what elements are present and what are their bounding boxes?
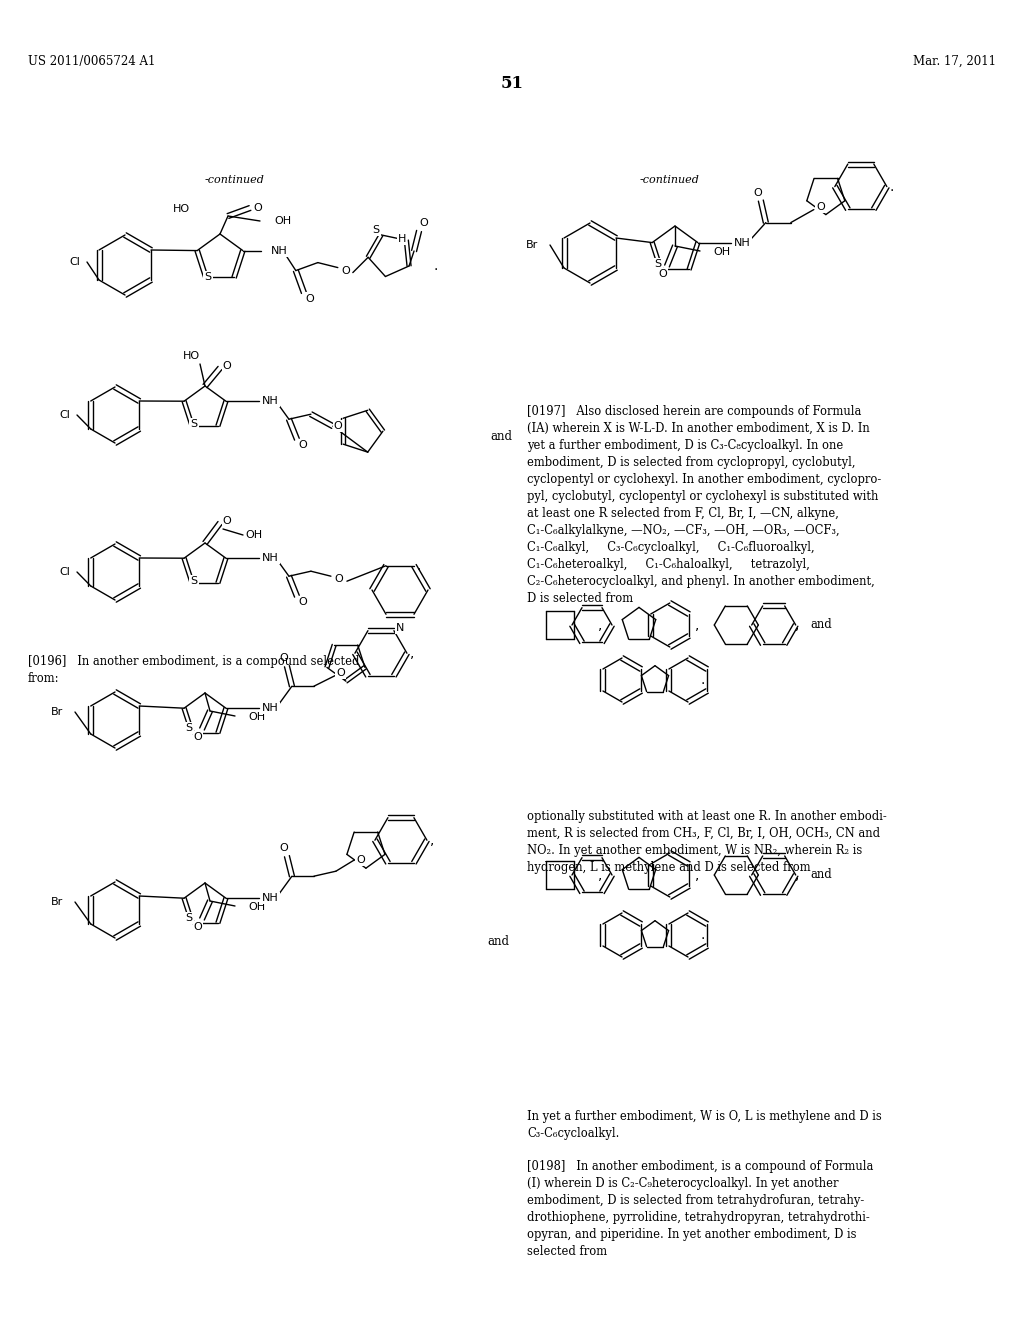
Text: HO: HO [183, 351, 200, 360]
Text: [0196]   In another embodiment, is a compound selected
from:: [0196] In another embodiment, is a compo… [28, 655, 359, 685]
Text: O: O [194, 733, 203, 742]
Text: O: O [420, 218, 428, 228]
Text: and: and [490, 430, 512, 444]
Text: and: and [810, 619, 831, 631]
Text: NH: NH [262, 894, 279, 903]
Text: O: O [334, 421, 342, 432]
Text: [0198]   In another embodiment, is a compound of Formula
(I) wherein D is C₂-C₉h: [0198] In another embodiment, is a compo… [527, 1160, 873, 1258]
Text: ,: , [695, 869, 699, 882]
Text: ,: , [695, 618, 699, 632]
Text: H: H [398, 234, 407, 244]
Text: NH: NH [262, 553, 279, 564]
Text: O: O [305, 293, 314, 304]
Text: ,: , [410, 647, 415, 660]
Text: Cl: Cl [70, 257, 81, 267]
Text: OH: OH [245, 531, 262, 540]
Text: Br: Br [51, 898, 63, 907]
Text: .: . [700, 673, 705, 686]
Text: Br: Br [51, 708, 63, 717]
Text: O: O [254, 203, 262, 213]
Text: O: O [356, 855, 366, 865]
Text: NH: NH [270, 246, 288, 256]
Text: -continued: -continued [205, 176, 265, 185]
Text: Br: Br [525, 240, 538, 249]
Text: O: O [816, 202, 825, 211]
Text: O: O [222, 360, 231, 371]
Text: HO: HO [173, 205, 190, 214]
Text: S: S [654, 260, 662, 269]
Text: ,: , [795, 618, 800, 632]
Text: ,: , [795, 869, 800, 882]
Text: S: S [373, 224, 380, 235]
Text: NH: NH [262, 396, 279, 407]
Text: NH: NH [262, 704, 279, 713]
Text: NH: NH [734, 238, 751, 248]
Text: O: O [658, 269, 668, 279]
Text: US 2011/0065724 A1: US 2011/0065724 A1 [28, 55, 156, 69]
Text: and: and [487, 935, 509, 948]
Text: OH: OH [248, 711, 265, 722]
Text: S: S [205, 272, 211, 282]
Text: optionally substituted with at least one R. In another embodi-
ment, R is select: optionally substituted with at least one… [527, 810, 887, 874]
Text: O: O [194, 921, 203, 932]
Text: In yet a further embodiment, W is O, L is methylene and D is
C₃-C₆cycloalkyl.: In yet a further embodiment, W is O, L i… [527, 1110, 882, 1140]
Text: S: S [190, 576, 198, 586]
Text: ,: , [430, 833, 434, 847]
Text: O: O [280, 843, 289, 853]
Text: Mar. 17, 2011: Mar. 17, 2011 [913, 55, 996, 69]
Text: [0197]   Also disclosed herein are compounds of Formula
(IA) wherein X is W-L-D.: [0197] Also disclosed herein are compoun… [527, 405, 882, 605]
Text: S: S [185, 723, 193, 733]
Text: Cl: Cl [59, 568, 71, 577]
Text: Cl: Cl [59, 411, 71, 420]
Text: O: O [335, 574, 343, 585]
Text: O: O [341, 265, 350, 276]
Text: S: S [185, 913, 193, 923]
Text: O: O [280, 653, 289, 663]
Text: 51: 51 [501, 75, 523, 92]
Text: OH: OH [713, 247, 730, 257]
Text: OH: OH [274, 216, 291, 226]
Text: -continued: -continued [640, 176, 700, 185]
Text: N: N [396, 623, 404, 634]
Text: O: O [337, 668, 345, 678]
Text: .: . [417, 558, 421, 573]
Text: OH: OH [248, 902, 265, 912]
Text: and: and [810, 869, 831, 882]
Text: O: O [299, 440, 307, 450]
Text: O: O [754, 187, 762, 198]
Text: S: S [190, 418, 198, 429]
Text: O: O [299, 597, 307, 607]
Text: .: . [433, 259, 437, 273]
Text: .: . [700, 928, 705, 942]
Text: .: . [890, 180, 894, 194]
Text: ,: , [598, 618, 602, 632]
Text: O: O [222, 516, 231, 525]
Text: ,: , [598, 869, 602, 882]
